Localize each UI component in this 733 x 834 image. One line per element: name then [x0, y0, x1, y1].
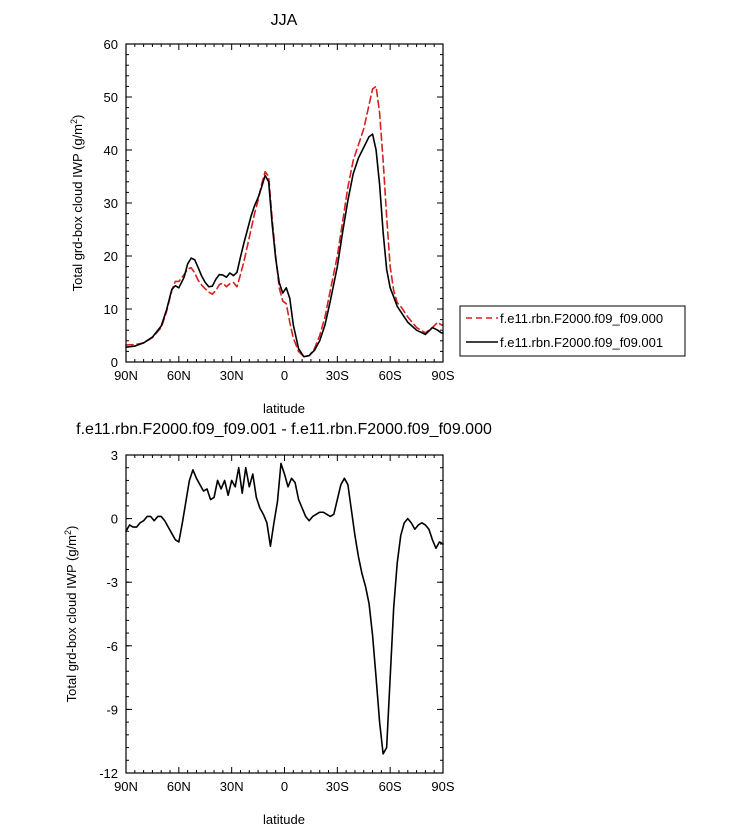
- top-x-tick-label: 30S: [326, 368, 349, 383]
- bottom-y-tick-label: -12: [99, 766, 118, 781]
- top-plot-frame: [125, 43, 444, 363]
- legend: f.e11.rbn.F2000.f09_f09.000 f.e11.rbn.F2…: [459, 305, 686, 357]
- bottom-series-group: [125, 462, 444, 755]
- top-y-tick-label: 30: [104, 196, 118, 211]
- bottom-chart-title: f.e11.rbn.F2000.f09_f09.001 - f.e11.rbn.…: [76, 421, 492, 438]
- top-x-tick-label: 90N: [114, 368, 138, 383]
- bottom-x-axis-label: latitude: [263, 812, 305, 827]
- top-x-tick-label: 0: [281, 368, 288, 383]
- bottom-y-tick-label: -9: [106, 702, 118, 717]
- top-axis-ticks: 90N 60N 30N 0 30S 60S 90S 0 10 20 30 40 50 60: [104, 37, 455, 383]
- top-y-tick-label: 20: [104, 249, 118, 264]
- top-y-tick-label: 50: [104, 90, 118, 105]
- bottom-x-tick-label: 60N: [167, 779, 191, 794]
- bottom-y-tick-label: 0: [111, 512, 118, 527]
- top-x-tick-label: 30N: [220, 368, 244, 383]
- legend-label-series-1: f.e11.rbn.F2000.f09_f09.000: [500, 311, 663, 326]
- bottom-y-tick-label: -6: [106, 639, 118, 654]
- bottom-series-line-1: [125, 462, 444, 755]
- bottom-y-tick-label: 3: [111, 448, 118, 463]
- legend-label-series-2: f.e11.rbn.F2000.f09_f09.001: [500, 335, 663, 350]
- bottom-x-tick-label: 0: [281, 779, 288, 794]
- top-x-tick-label: 60N: [167, 368, 191, 383]
- bottom-x-tick-label: 30N: [220, 779, 244, 794]
- bottom-y-axis-label: Total grd-box cloud IWP (g/m2): [63, 526, 79, 703]
- bottom-y-tick-label: -3: [106, 575, 118, 590]
- top-series-line-1: [125, 85, 444, 358]
- top-series-line-2: [125, 133, 444, 358]
- bottom-x-tick-label: 90N: [114, 779, 138, 794]
- bottom-x-tick-label: 60S: [379, 779, 402, 794]
- legend-box: [459, 305, 686, 357]
- top-chart-title: JJA: [271, 12, 298, 29]
- top-panel: JJA 90N 60N 30N 0 30S 60S 90S 0 10 20 30 40 50 60 lat…: [69, 12, 686, 416]
- top-y-tick-label: 0: [111, 355, 118, 370]
- top-y-tick-label: 60: [104, 37, 118, 52]
- bottom-x-tick-label: 90S: [431, 779, 454, 794]
- top-y-axis-label: Total grd-box cloud IWP (g/m2): [69, 115, 85, 292]
- bottom-axis-ticks: 90N 60N 30N 0 30S 60S 90S 3 0 -3 -6 -9 -12: [99, 448, 455, 794]
- top-y-tick-label: 40: [104, 143, 118, 158]
- top-y-tick-label: 10: [104, 302, 118, 317]
- bottom-plot-frame: [125, 454, 444, 774]
- top-series-group: [125, 85, 444, 358]
- bottom-x-tick-label: 30S: [326, 779, 349, 794]
- bottom-panel: f.e11.rbn.F2000.f09_f09.001 - f.e11.rbn.…: [63, 421, 492, 827]
- top-x-tick-label: 90S: [431, 368, 454, 383]
- top-x-axis-label: latitude: [263, 401, 305, 416]
- top-x-tick-label: 60S: [379, 368, 402, 383]
